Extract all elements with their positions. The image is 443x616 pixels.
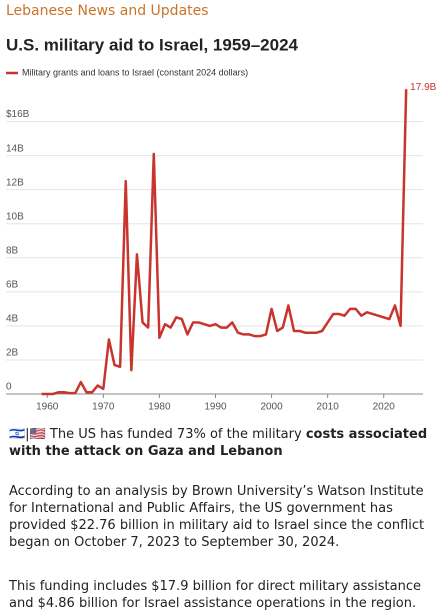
caption-flags: 🇮🇱|🇺🇸	[9, 427, 46, 442]
caption-bold: costs associated with the attack on Gaza…	[9, 427, 428, 459]
legend-label: Military grants and loans to Israel (con…	[22, 67, 248, 77]
value-label: 17.9B	[410, 82, 436, 93]
y-tick-label: 10B	[6, 211, 24, 222]
x-tick-label: 1960	[36, 402, 59, 413]
x-tick-label: 2010	[317, 402, 340, 413]
y-tick-label: 8B	[6, 245, 19, 256]
chart: U.S. military aid to Israel, 1959–2024 0…	[6, 35, 437, 413]
chart-title: U.S. military aid to Israel, 1959–2024	[6, 35, 299, 54]
paragraph: According to an analysis by Brown Univer…	[9, 484, 425, 550]
caption: 🇮🇱|🇺🇸 The US has funded 73% of the milit…	[9, 426, 439, 460]
paragraph: This funding includes $17.9 billion for …	[9, 579, 422, 611]
y-tick-label: 6B	[6, 279, 19, 290]
x-tick-label: 1990	[204, 402, 227, 413]
header-title: Lebanese News and Updates	[6, 3, 209, 19]
x-tick-label: 1980	[148, 402, 171, 413]
x-tick-label: 1970	[92, 402, 115, 413]
y-tick-label: 12B	[6, 177, 24, 188]
line	[41, 89, 408, 396]
y-tick-label: 0	[6, 382, 12, 393]
y-tick-label: 2B	[6, 348, 19, 359]
y-tick-label: 14B	[6, 143, 24, 154]
y-tick-label: $16B	[6, 109, 30, 120]
y-tick-label: 4B	[6, 314, 19, 325]
x-tick-label: 2020	[373, 402, 396, 413]
caption-text: The US has funded 73% of the military	[49, 427, 302, 442]
x-tick-label: 2000	[260, 402, 283, 413]
